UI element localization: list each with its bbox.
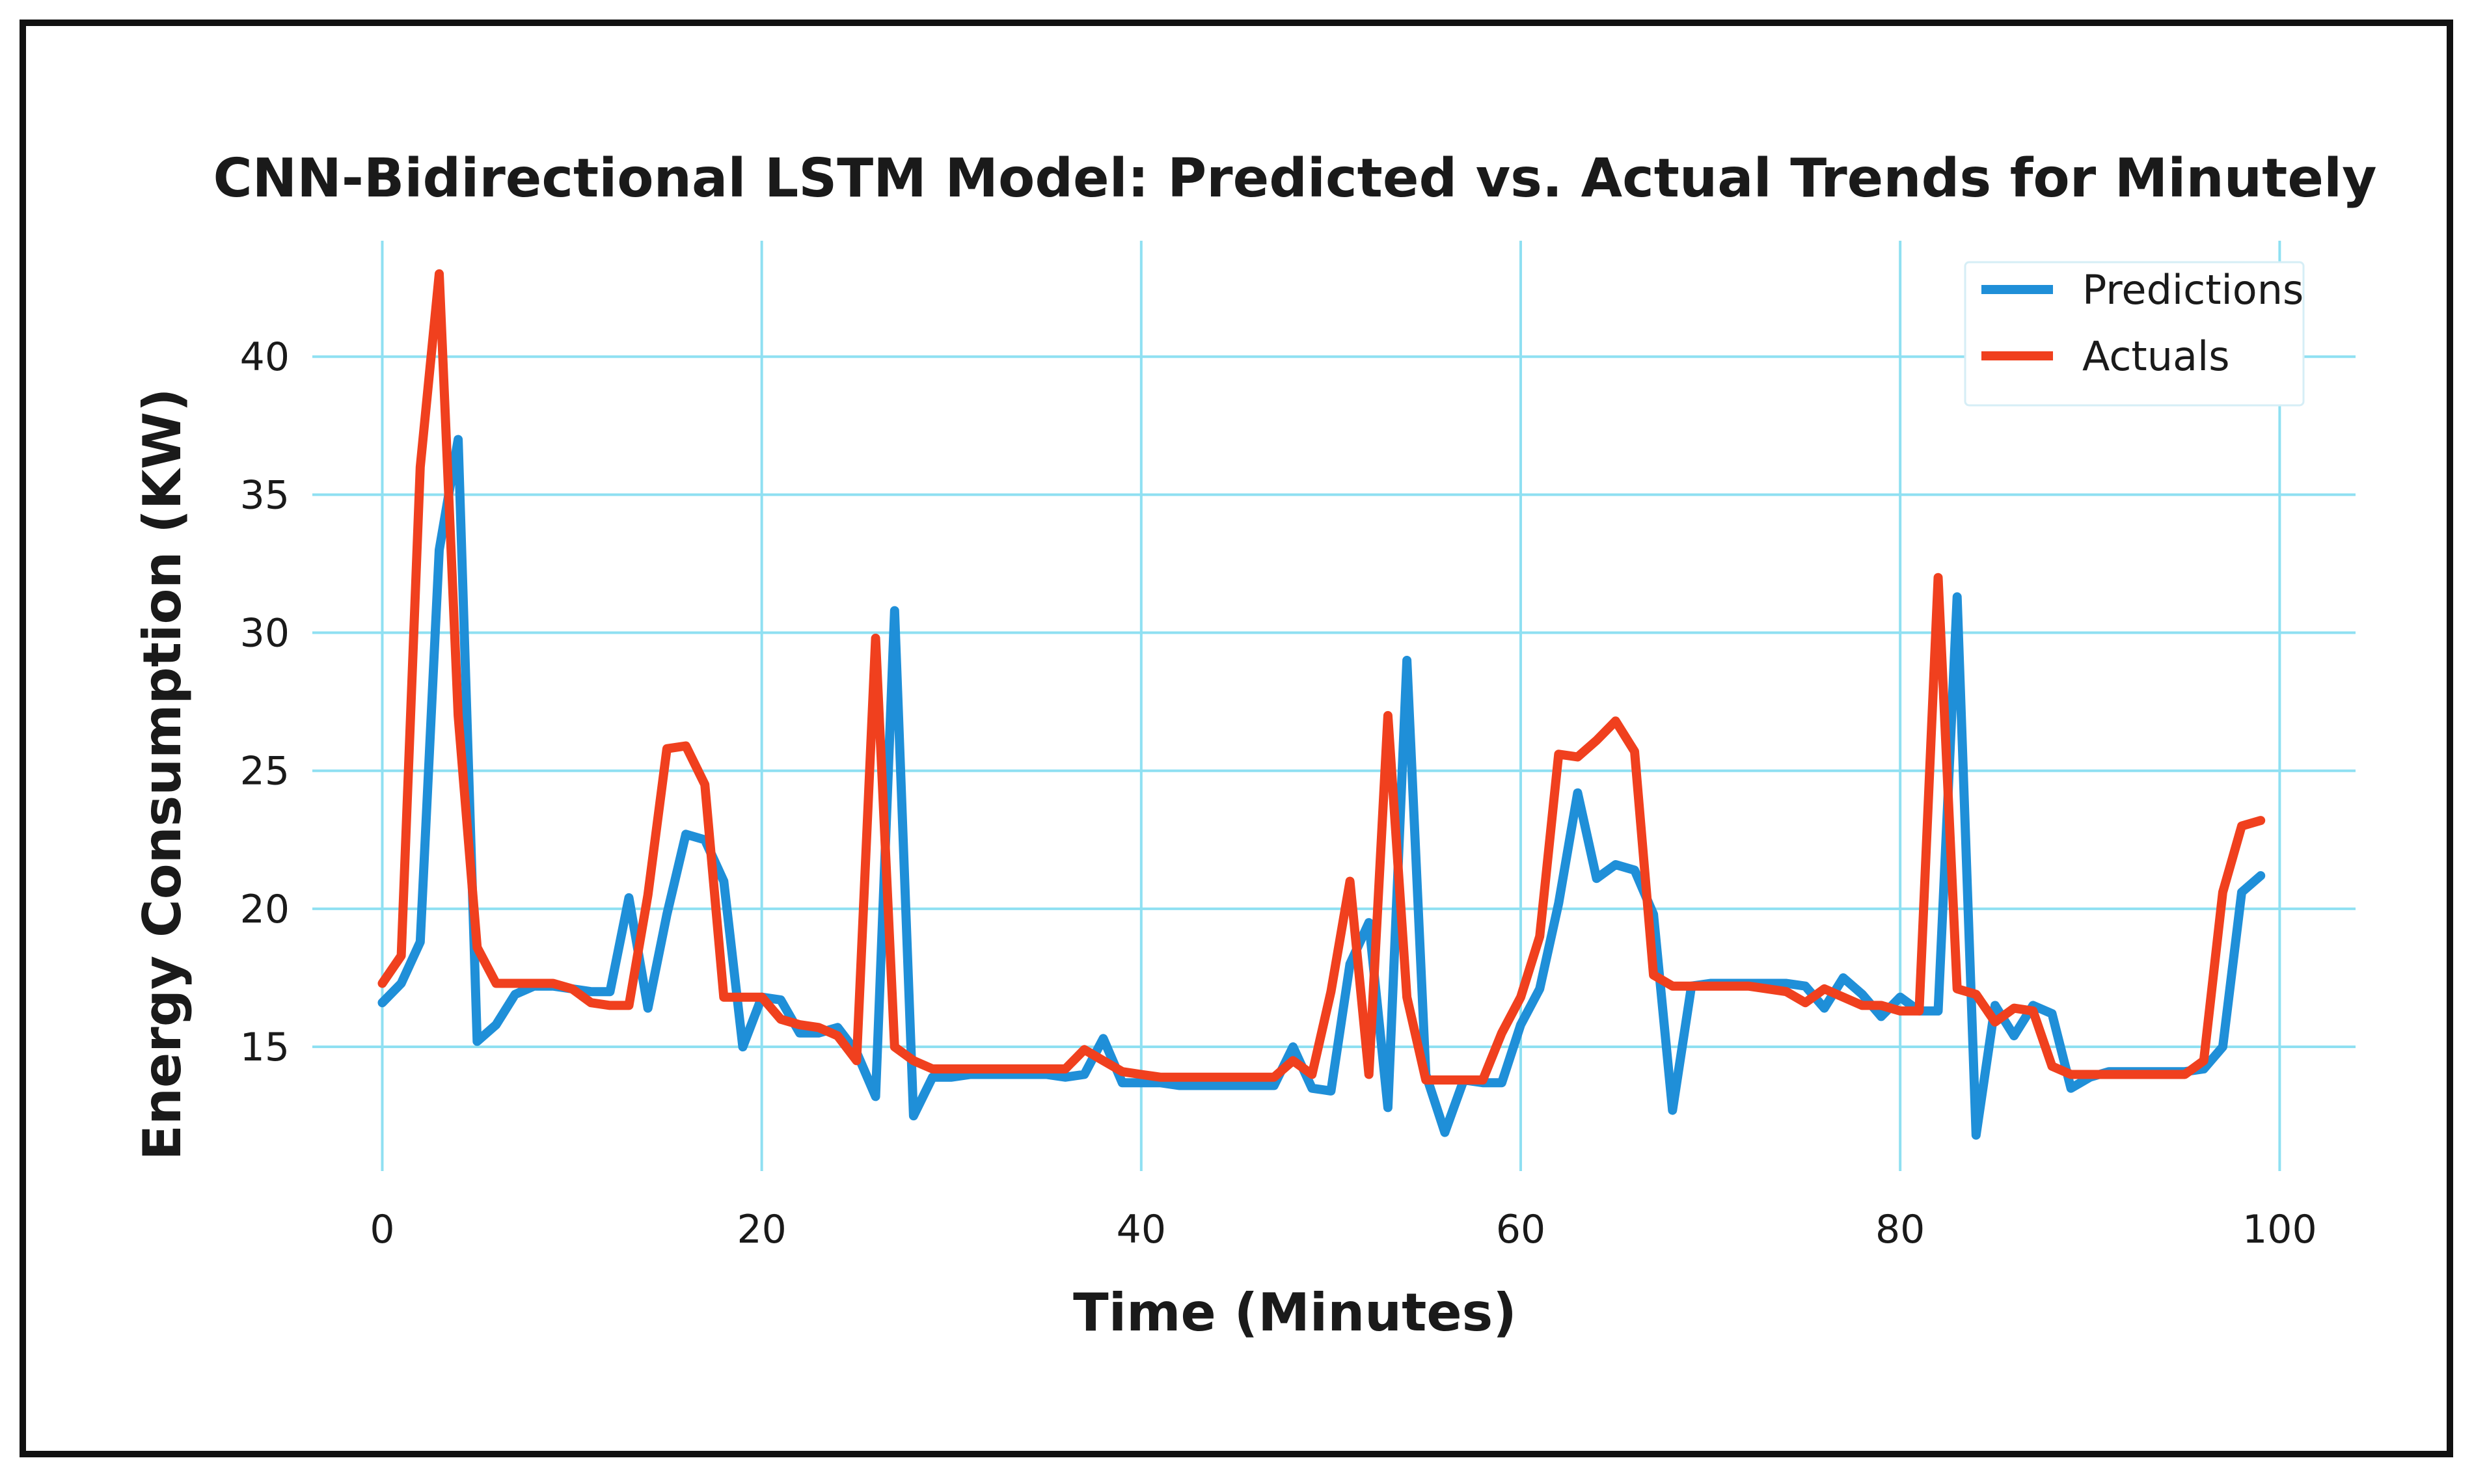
series-layer — [377, 269, 2266, 1140]
x-tick-label: 40 — [1117, 1207, 1166, 1252]
legend-box — [1964, 261, 2305, 407]
x-tick-label: 80 — [1875, 1207, 1925, 1252]
series-line-actuals — [377, 269, 2266, 1085]
y-tick-label: 15 — [240, 1025, 290, 1070]
tick-layer: 0 20 40 60 80 100 15 20 25 30 35 40 — [240, 334, 2317, 1252]
y-tick-label: 40 — [240, 334, 290, 380]
x-tick-label: 0 — [370, 1207, 394, 1252]
y-tick-label: 35 — [240, 472, 290, 518]
x-tick-label: 100 — [2242, 1207, 2317, 1252]
x-tick-label: 60 — [1496, 1207, 1545, 1252]
legend-label-actuals: Actuals — [2082, 332, 2230, 380]
chart-title: CNN-Bidirectional LSTM Model: Predicted … — [213, 148, 2376, 209]
y-axis-label: Energy Consumption (KW) — [132, 388, 193, 1160]
legend-label-predictions: Predictions — [2082, 266, 2304, 314]
chart-frame: CNN-Bidirectional LSTM Model: Predicted … — [20, 20, 2453, 1457]
y-tick-label: 20 — [240, 887, 290, 932]
legend: Predictions Actuals — [1964, 261, 2305, 407]
y-tick-label: 25 — [240, 749, 290, 794]
x-axis-label: Time (Minutes) — [1073, 1282, 1517, 1343]
y-tick-label: 30 — [240, 611, 290, 656]
chart-canvas: CNN-Bidirectional LSTM Model: Predicted … — [132, 148, 2377, 1343]
x-tick-label: 20 — [737, 1207, 786, 1252]
